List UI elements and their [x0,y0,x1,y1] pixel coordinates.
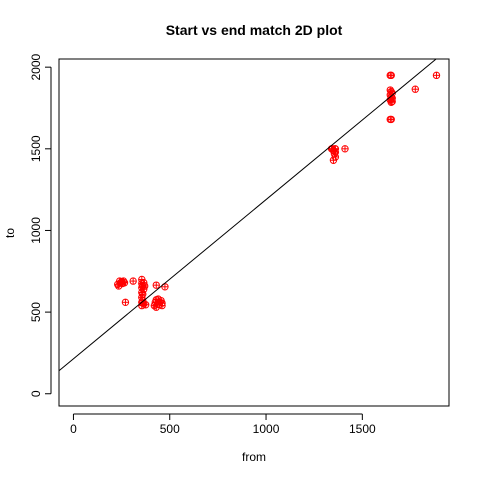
data-point [152,281,160,289]
data-point [341,145,349,153]
x-axis-label: from [242,450,266,464]
points-layer [114,71,441,311]
data-point [387,115,395,124]
data-point [387,71,395,80]
y-tick-label: 1000 [29,217,43,244]
y-axis: 0 500 1000 1500 2000 [29,53,52,397]
data-point [141,301,150,309]
data-point [388,97,396,106]
y-tick-label: 0 [29,390,43,397]
fit-line [58,58,437,372]
x-axis: 0 500 1000 1500 [70,413,376,436]
data-point [121,298,130,307]
data-point [158,301,166,310]
chart-title: Start vs end match 2D plot [166,22,343,38]
data-point [141,282,149,290]
data-point [411,85,419,93]
data-point [129,277,137,285]
data-point [331,145,340,153]
y-tick-label: 500 [29,302,43,322]
x-tick-label: 0 [70,422,77,436]
y-axis-label: to [3,228,17,238]
data-point [120,279,129,287]
x-tick-label: 1500 [349,422,376,436]
plot-frame [58,58,450,407]
data-point [432,71,441,80]
x-tick-label: 1000 [253,422,280,436]
y-tick-label: 1500 [29,135,43,162]
y-tick-label: 2000 [29,53,43,80]
x-tick-label: 500 [160,422,180,436]
